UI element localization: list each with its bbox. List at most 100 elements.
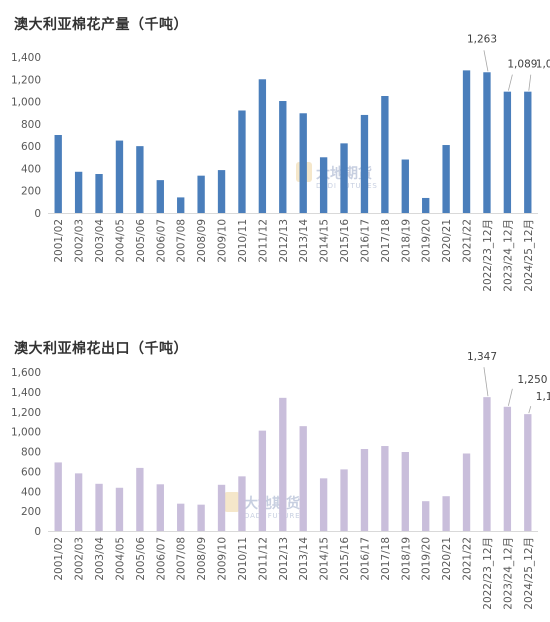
- data-label-leader: [507, 74, 513, 91]
- x-tick-label: 2010/11: [237, 537, 249, 581]
- bar: [238, 476, 246, 531]
- bar: [177, 197, 185, 213]
- bar: [442, 496, 450, 531]
- x-tick-label: 2017/18: [380, 537, 392, 581]
- y-tick-label: 1,400: [11, 52, 41, 64]
- bar: [340, 469, 348, 531]
- y-tick-label: 400: [21, 163, 41, 175]
- x-tick-label: 2013/14: [298, 219, 310, 263]
- x-tick-label: 2015/16: [339, 537, 351, 581]
- x-tick-label: 2004/05: [114, 219, 126, 263]
- export-chart-title: 澳大利亚棉花出口（千吨）: [14, 341, 188, 357]
- x-tick-label: 2006/07: [155, 537, 167, 581]
- x-tick-label: 2016/17: [359, 537, 371, 581]
- watermark-sub: DADI FUTURES: [244, 512, 306, 520]
- data-label-leader: [483, 50, 489, 72]
- x-tick-label: 2007/08: [176, 219, 188, 263]
- x-tick-label: 2024/25_12月: [523, 537, 535, 610]
- y-tick-label: 600: [21, 466, 41, 478]
- x-tick-label: 2020/21: [441, 219, 453, 263]
- bar: [319, 478, 328, 531]
- bar: [340, 143, 348, 213]
- x-tick-label: 2002/03: [74, 219, 86, 263]
- y-tick-label: 0: [34, 208, 41, 220]
- bar: [483, 397, 491, 531]
- y-tick-label: 1,000: [11, 97, 41, 109]
- x-tick-label: 2019/20: [421, 219, 433, 263]
- x-tick-label: 2019/20: [421, 537, 433, 581]
- bar: [136, 146, 144, 213]
- bar: [54, 135, 62, 213]
- bar: [95, 174, 103, 213]
- x-tick-label: 2023/24_12月: [502, 537, 514, 610]
- watermark-icon: [224, 492, 240, 512]
- bar: [217, 170, 226, 213]
- y-tick-label: 1,600: [11, 367, 41, 379]
- x-tick-label: 2008/09: [196, 537, 208, 581]
- y-tick-label: 400: [21, 486, 41, 498]
- bar: [197, 504, 205, 531]
- x-tick-label: 2013/14: [298, 537, 310, 581]
- x-tick-label: 2021/22: [462, 537, 474, 581]
- x-tick-label: 2005/06: [135, 219, 147, 263]
- bar: [422, 501, 430, 531]
- bar: [74, 171, 83, 213]
- x-tick-label: 2012/13: [278, 537, 290, 581]
- y-tick-label: 1,400: [11, 387, 41, 399]
- y-tick-label: 0: [34, 526, 41, 538]
- x-tick-label: 2010/11: [237, 219, 249, 263]
- bar: [524, 414, 532, 531]
- bar: [279, 101, 287, 213]
- x-tick-label: 2005/06: [135, 537, 147, 581]
- bar: [524, 91, 532, 213]
- bar: [299, 426, 307, 531]
- bar: [483, 72, 491, 213]
- bar: [156, 180, 164, 213]
- bar: [177, 503, 185, 531]
- x-tick-label: 2015/16: [339, 219, 351, 263]
- bar: [381, 96, 389, 213]
- bar: [197, 175, 205, 213]
- x-tick-label: 2014/15: [319, 219, 331, 263]
- x-tick-label: 2021/22: [462, 219, 474, 263]
- x-tick-label: 2001/02: [53, 537, 65, 581]
- x-tick-label: 2018/19: [400, 537, 412, 581]
- y-tick-label: 1,200: [11, 407, 41, 419]
- x-tick-label: 2012/13: [278, 219, 290, 263]
- x-tick-label: 2003/04: [94, 537, 106, 581]
- bar: [258, 430, 267, 531]
- bar: [319, 157, 328, 213]
- x-tick-label: 2016/17: [359, 219, 371, 263]
- x-tick-label: 2017/18: [380, 219, 392, 263]
- x-tick-label: 2004/05: [114, 537, 126, 581]
- bar: [401, 451, 409, 531]
- x-tick-label: 2018/19: [400, 219, 412, 263]
- bar: [279, 397, 287, 531]
- x-tick-label: 2011/12: [257, 537, 269, 581]
- x-tick-label: 2008/09: [196, 219, 208, 263]
- bar: [115, 487, 124, 531]
- x-tick-label: 2014/15: [319, 537, 331, 581]
- bar: [503, 91, 512, 213]
- x-tick-label: 2009/10: [217, 219, 229, 263]
- bar: [54, 462, 62, 531]
- bar: [462, 70, 471, 213]
- data-label: 1,250: [517, 374, 547, 386]
- bar: [95, 483, 103, 531]
- bar: [422, 197, 430, 213]
- x-tick-label: 2006/07: [155, 219, 167, 263]
- x-tick-label: 2022/23_12月: [482, 219, 494, 292]
- bar: [442, 145, 450, 213]
- bar: [115, 140, 124, 213]
- bar: [217, 484, 226, 531]
- bar: [503, 406, 512, 531]
- bar: [299, 113, 307, 213]
- production-chart-title: 澳大利亚棉花产量（千吨）: [14, 17, 188, 33]
- x-tick-label: 2023/24_12月: [502, 219, 514, 292]
- x-tick-label: 2022/23_12月: [482, 537, 494, 610]
- y-tick-label: 600: [21, 141, 41, 153]
- x-tick-label: 2003/04: [94, 219, 106, 263]
- data-label: 1,089: [536, 59, 550, 71]
